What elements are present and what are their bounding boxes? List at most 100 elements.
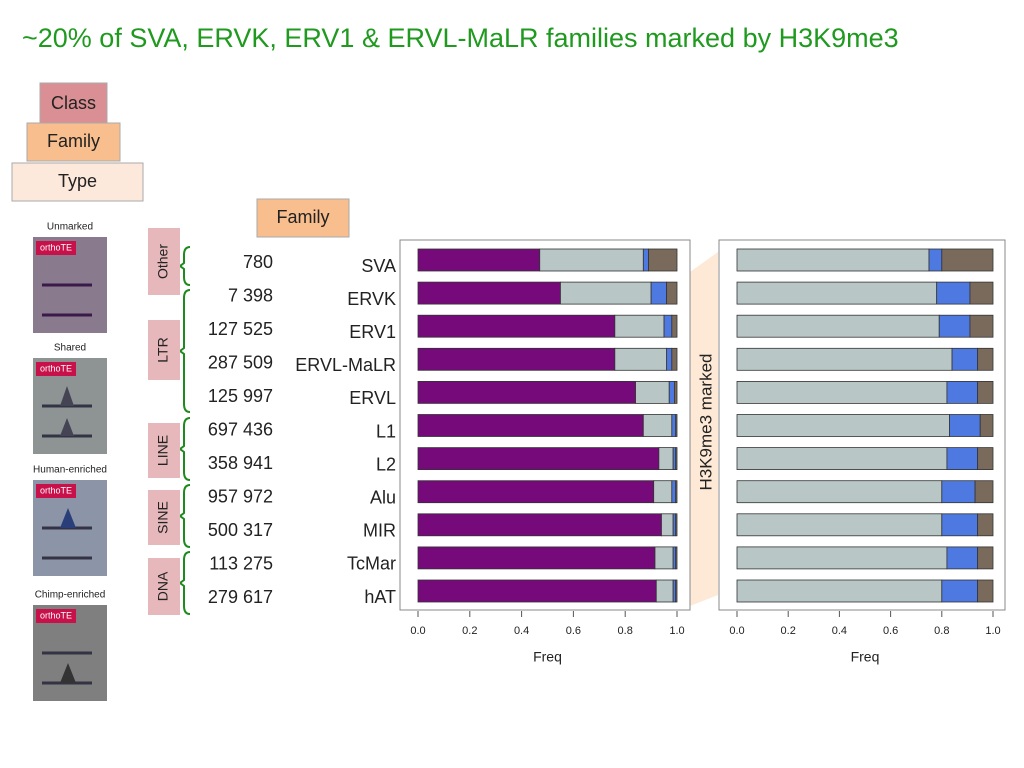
bar-segment bbox=[417, 546, 656, 570]
bar-segment bbox=[661, 513, 674, 537]
panel-tag-box bbox=[36, 609, 76, 623]
x-tick-label: 0.2 bbox=[462, 625, 477, 637]
family-header-box bbox=[256, 198, 350, 238]
x-tick-label: 0.4 bbox=[832, 625, 847, 637]
x-tick-label: 0.0 bbox=[410, 625, 425, 637]
bar-segment bbox=[674, 380, 678, 404]
panel-peak bbox=[60, 663, 76, 683]
panel-label: Chimp-enriched bbox=[35, 590, 106, 601]
bar-segment bbox=[736, 579, 943, 603]
family-count: 780 bbox=[243, 252, 273, 272]
panel-label: Unmarked bbox=[47, 222, 93, 233]
x-tick-label: 0.6 bbox=[883, 625, 898, 637]
bar-segment bbox=[655, 579, 674, 603]
family-count: 127 525 bbox=[208, 319, 273, 339]
bar-segment bbox=[736, 447, 948, 471]
bar-segment bbox=[417, 314, 616, 338]
x-axis-label: Freq bbox=[533, 649, 562, 665]
x-tick-label: 0.4 bbox=[514, 625, 529, 637]
bar-segment bbox=[941, 579, 979, 603]
class-brackets bbox=[178, 246, 191, 615]
bar-segment bbox=[946, 447, 979, 471]
bar-segment bbox=[969, 281, 994, 305]
bar-segment bbox=[736, 314, 940, 338]
bar-segment bbox=[949, 414, 981, 437]
panel-tag-box bbox=[36, 362, 76, 376]
bar-segment bbox=[654, 546, 674, 570]
hierarchy-label: Type bbox=[58, 171, 97, 191]
class-box bbox=[148, 228, 180, 295]
category-label: ERVL bbox=[349, 388, 396, 408]
family-count: 113 275 bbox=[209, 553, 273, 573]
panel-label: Human-enriched bbox=[33, 465, 107, 476]
panel-peak bbox=[60, 386, 74, 406]
category-label: hAT bbox=[364, 587, 396, 607]
bar-segment bbox=[671, 480, 677, 504]
bar-segment bbox=[977, 546, 994, 570]
bar-segment bbox=[417, 380, 636, 404]
hierarchy-label: Class bbox=[51, 93, 96, 113]
category-label: L1 bbox=[376, 421, 396, 441]
bar-segment bbox=[642, 414, 673, 437]
bar-segment bbox=[736, 281, 938, 305]
category-label: MIR bbox=[363, 521, 396, 541]
bar-segment bbox=[736, 513, 943, 537]
hierarchy-label: Family bbox=[47, 131, 100, 151]
family-count: 957 972 bbox=[208, 486, 273, 506]
panel-peak bbox=[60, 418, 74, 436]
bar-segment bbox=[946, 546, 979, 570]
bar-segment bbox=[675, 513, 678, 537]
bar-segment bbox=[658, 447, 674, 471]
x-tick-label: 1.0 bbox=[669, 625, 684, 637]
class-label: LINE bbox=[155, 435, 171, 466]
panel-tag: orthoTE bbox=[40, 242, 72, 252]
bar-segment bbox=[417, 347, 616, 371]
bar-segment bbox=[946, 380, 979, 404]
bar-segment bbox=[560, 281, 652, 305]
bar-segment bbox=[736, 248, 930, 272]
bar-segment bbox=[928, 248, 943, 272]
bar-segment bbox=[941, 480, 976, 504]
bar-segment bbox=[635, 380, 670, 404]
panel-tag: orthoTE bbox=[40, 610, 72, 620]
x-tick-label: 0.2 bbox=[781, 625, 796, 637]
bar-segment bbox=[941, 513, 979, 537]
bar-segment bbox=[653, 480, 673, 504]
family-count: 125 997 bbox=[208, 386, 273, 406]
x-axis-label: Freq bbox=[851, 649, 880, 665]
bar-segment bbox=[417, 480, 655, 504]
bar-segment bbox=[675, 414, 678, 437]
class-box bbox=[148, 490, 180, 545]
bar-segment bbox=[417, 447, 660, 471]
bar-segment bbox=[969, 314, 994, 338]
panel-tag: orthoTE bbox=[40, 485, 72, 495]
x-tick-label: 0.0 bbox=[729, 625, 744, 637]
category-label: SVA bbox=[361, 256, 396, 276]
chart-frame bbox=[399, 239, 691, 611]
panel-tag-box bbox=[36, 241, 76, 255]
bar-segment bbox=[417, 513, 662, 537]
bar-segment bbox=[736, 347, 953, 371]
class-label: SINE bbox=[155, 501, 171, 534]
panel-tag-box bbox=[36, 484, 76, 498]
category-label: ERV1 bbox=[349, 322, 396, 342]
zoom-wedge bbox=[690, 252, 718, 606]
bar-segment bbox=[974, 480, 994, 504]
x-tick-label: 1.0 bbox=[985, 625, 1000, 637]
bar-segment bbox=[675, 546, 678, 570]
bar-segment bbox=[614, 347, 668, 371]
bar-segment bbox=[671, 414, 677, 437]
class-label: LTR bbox=[155, 337, 171, 362]
bar-segment bbox=[977, 447, 994, 471]
class-label: DNA bbox=[155, 571, 171, 601]
bar-segment bbox=[614, 314, 665, 338]
annotation: H3K9me3 marked bbox=[696, 353, 715, 490]
category-label: ERVK bbox=[347, 289, 396, 309]
bar-segment bbox=[650, 281, 668, 305]
x-tick-label: 0.8 bbox=[934, 625, 949, 637]
slide-title: ~20% of SVA, ERVK, ERV1 & ERVL-MaLR fami… bbox=[22, 23, 899, 53]
bar-segment bbox=[941, 248, 994, 272]
bar-segment bbox=[977, 347, 994, 371]
hierarchy-box bbox=[11, 162, 144, 202]
